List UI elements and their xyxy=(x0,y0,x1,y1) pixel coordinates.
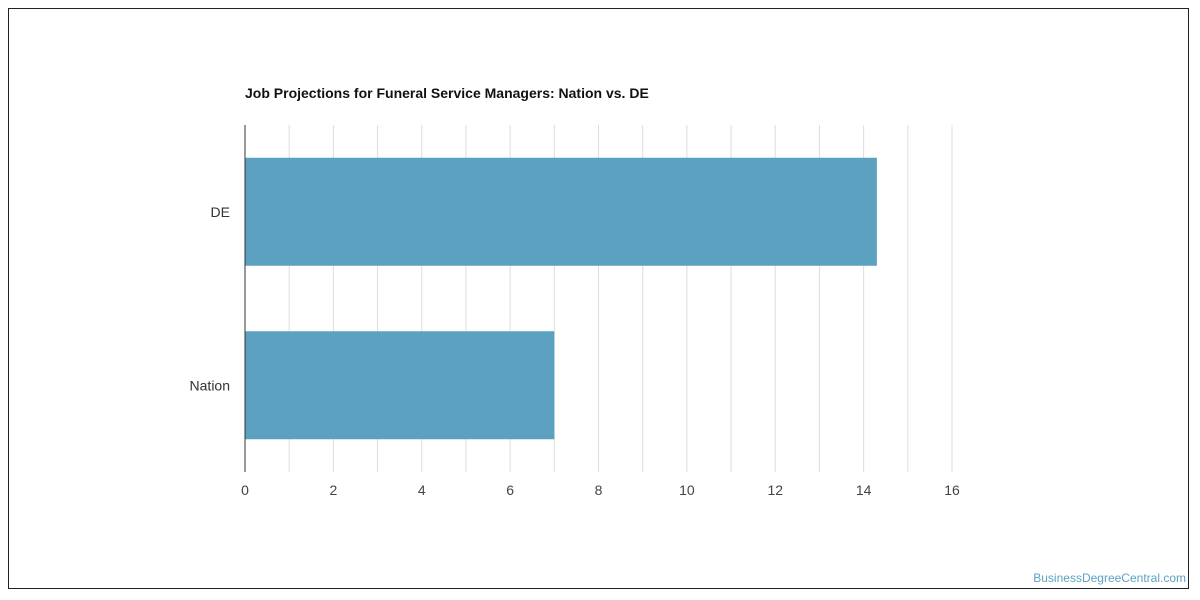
x-tick-label: 0 xyxy=(241,482,249,498)
x-tick-label: 14 xyxy=(856,482,872,498)
x-tick-label: 8 xyxy=(595,482,603,498)
x-tick-label: 2 xyxy=(329,482,337,498)
bar-de xyxy=(245,157,877,266)
bar-nation xyxy=(245,331,555,440)
x-tick-label: 6 xyxy=(506,482,514,498)
category-label: Nation xyxy=(190,377,230,393)
x-tick-label: 10 xyxy=(679,482,695,498)
x-tick-label: 12 xyxy=(767,482,783,498)
x-tick-label: 16 xyxy=(944,482,960,498)
source-credit[interactable]: BusinessDegreeCentral.com xyxy=(1033,571,1186,585)
x-tick-label: 4 xyxy=(418,482,426,498)
category-label: DE xyxy=(211,204,230,220)
chart-title: Job Projections for Funeral Service Mana… xyxy=(245,85,649,101)
